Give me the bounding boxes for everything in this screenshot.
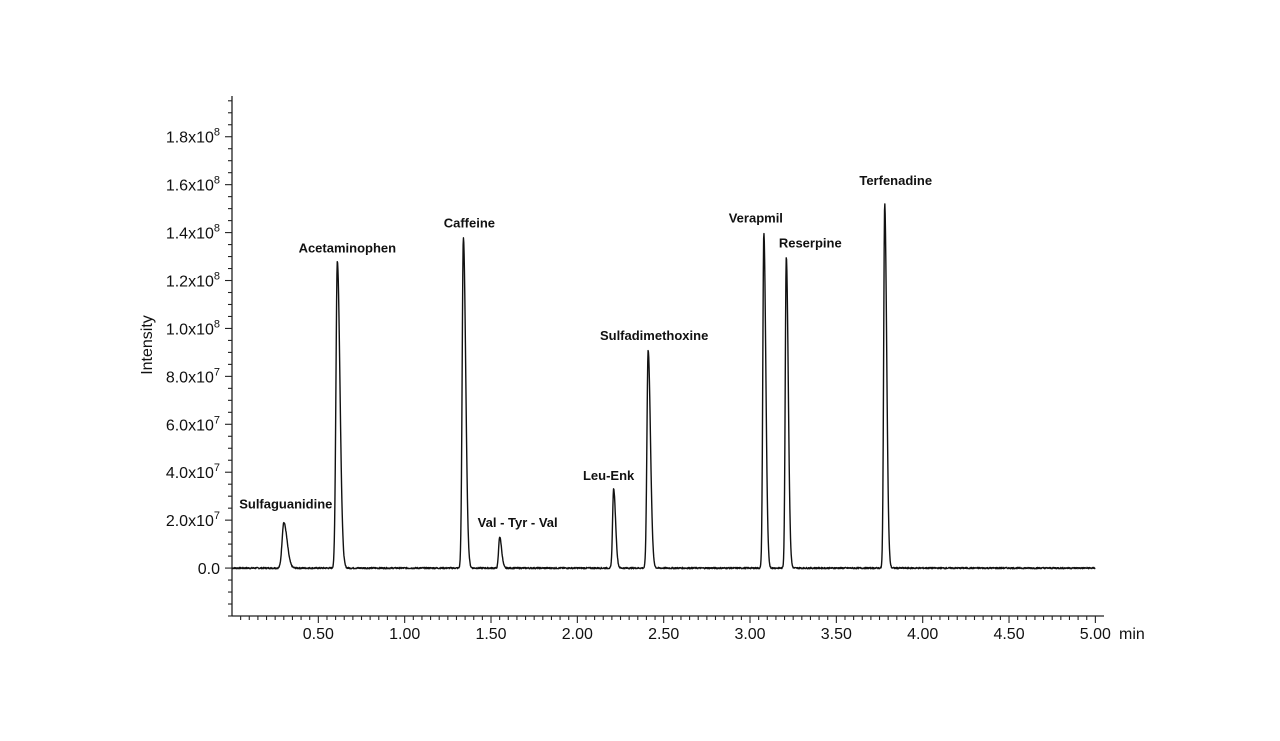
y-tick-label: 8.0x107	[166, 366, 220, 386]
peak-labels: Sulfaguanidine Acetaminophen Caffeine Val -…	[239, 173, 932, 530]
x-tick-label: 0.50	[303, 626, 334, 643]
peak-label: Terfenadine	[859, 173, 932, 188]
peak-label: Val - Tyr - Val	[478, 515, 558, 530]
x-tick-label: 3.50	[821, 626, 852, 643]
x-tick-label: 4.50	[993, 626, 1024, 643]
peak-label: Sulfadimethoxine	[600, 328, 708, 343]
x-tick-label: 5.00	[1080, 626, 1111, 643]
x-tick-label: 4.00	[907, 626, 938, 643]
x-tick-label: 2.00	[562, 626, 593, 643]
y-tick-label: 1.8x108	[166, 127, 220, 147]
y-tick-label: 1.4x108	[166, 223, 220, 243]
y-tick-label: 1.6x108	[166, 175, 220, 195]
y-tick-label: 0.0	[198, 561, 220, 578]
peak-label: Sulfaguanidine	[239, 497, 332, 512]
x-tick-label: 2.50	[648, 626, 679, 643]
x-axis-unit-label: min	[1119, 626, 1145, 643]
peak-label: Acetaminophen	[299, 240, 397, 255]
peak-label: Leu-Enk	[583, 468, 635, 483]
y-tick-label: 2.0x107	[166, 510, 220, 530]
y-axis-title: Intensity	[139, 315, 156, 375]
peak-label: Caffeine	[444, 215, 495, 230]
x-tick-label: 1.50	[475, 626, 506, 643]
y-tick-label: 1.2x108	[166, 271, 220, 291]
peak-label: Reserpine	[779, 236, 842, 251]
y-tick-label: 4.0x107	[166, 462, 220, 482]
peak-label: Verapmil	[729, 211, 783, 226]
x-axis-ticks: 0.50 1.00 1.50 2.00 2.50 3.00 3.50 4.00 4.50 5.00	[240, 616, 1111, 643]
x-tick-label: 3.00	[734, 626, 765, 643]
y-tick-label: 6.0x107	[166, 414, 220, 434]
chromatogram-trace	[231, 203, 1096, 570]
axes	[231, 96, 1104, 617]
y-axis-ticks: 0.0 2.0x107 4.0x107 6.0x107 8.0x107 1.0x108 1.…	[166, 100, 232, 617]
y-tick-label: 1.0x108	[166, 318, 220, 338]
x-tick-label: 1.00	[389, 626, 420, 643]
